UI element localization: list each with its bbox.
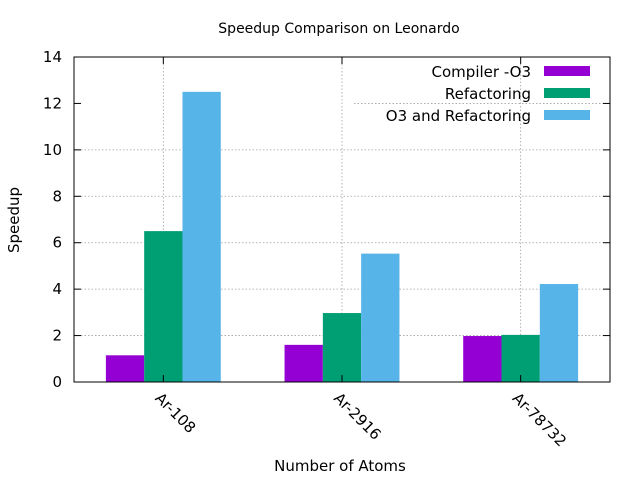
legend-label: Compiler -O3 [432, 63, 531, 81]
y-axis: 0 2 4 6 8 10 12 14 [43, 48, 610, 391]
bar [539, 284, 579, 382]
y-tick-label: 2 [52, 327, 62, 345]
bar [463, 336, 502, 382]
x-tick-label: Ar-2916 [330, 389, 384, 443]
legend-swatch [544, 88, 590, 98]
bars [105, 91, 579, 383]
legend: Compiler -O3 Refactoring O3 and Refactorin… [386, 63, 590, 125]
y-tick-label: 6 [52, 234, 62, 252]
y-axis-label: Speedup [5, 187, 23, 253]
y-tick-label: 12 [43, 94, 62, 112]
bar [361, 253, 400, 382]
chart-title: Speedup Comparison on Leonardo [218, 21, 459, 37]
legend-swatch [544, 110, 590, 120]
y-tick-label: 4 [52, 280, 62, 298]
bar [105, 355, 145, 382]
x-tick-label: Ar-78732 [509, 389, 570, 450]
legend-label: O3 and Refactoring [386, 107, 531, 125]
bar [322, 313, 362, 382]
legend-swatch [544, 66, 590, 76]
y-tick-label: 0 [52, 373, 62, 391]
y-tick-label: 10 [43, 141, 62, 159]
bar [144, 231, 183, 382]
bar [182, 91, 221, 383]
y-tick-label: 8 [52, 187, 62, 205]
x-tick-label: Ar-108 [152, 389, 200, 437]
bar [501, 334, 540, 382]
bar [284, 344, 323, 382]
x-axis-label: Number of Atoms [274, 457, 406, 475]
legend-label: Refactoring [445, 85, 531, 103]
y-tick-label: 14 [43, 48, 62, 66]
